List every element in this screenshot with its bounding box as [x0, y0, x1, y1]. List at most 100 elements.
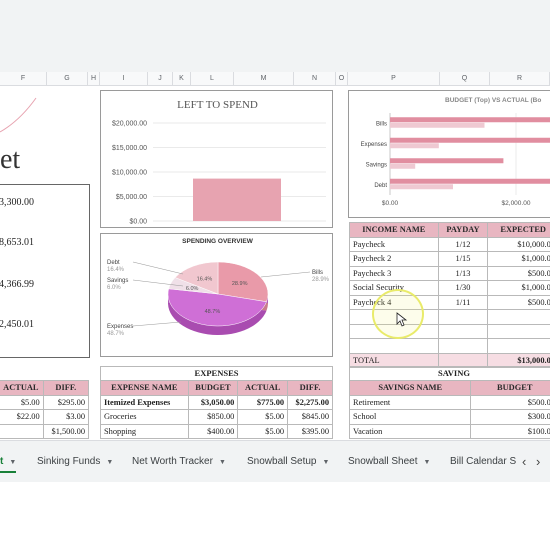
table-cell[interactable]: $845.00 — [287, 409, 333, 425]
savings-name-header[interactable]: SAVINGS NAME — [348, 380, 472, 396]
table-cell[interactable]: Paycheck — [349, 236, 439, 252]
table-cell[interactable]: $300.00 — [470, 409, 550, 425]
column-header[interactable]: O — [336, 72, 348, 86]
table-row[interactable]: Groceries $850.00 $5.00 $845.00 — [100, 409, 333, 425]
column-header[interactable]: K — [173, 72, 191, 86]
table-cell[interactable]: $3.00 — [42, 409, 90, 425]
column-header[interactable]: Q — [440, 72, 490, 86]
table-cell[interactable]: $1,000.00 — [487, 251, 550, 267]
table-row[interactable]: $22.00 $3.00 — [0, 409, 90, 425]
column-header[interactable]: J — [148, 72, 173, 86]
table-cell[interactable] — [487, 309, 550, 325]
column-header[interactable]: P — [348, 72, 440, 86]
table-cell[interactable]: $5.00 — [0, 394, 44, 410]
budget-vs-actual-chart[interactable]: BUDGET (Top) VS ACTUAL (Bo Bills Expenses… — [348, 90, 550, 218]
column-header[interactable]: I — [100, 72, 148, 86]
income-name-header[interactable]: INCOME NAME — [349, 222, 439, 238]
actual-header[interactable]: ACTUAL — [237, 380, 289, 396]
table-cell[interactable] — [437, 309, 489, 325]
table-cell[interactable]: 1/11 — [437, 294, 489, 310]
left-to-spend-chart[interactable]: LEFT TO SPEND $20,000.00 $15,000.00 $10,00… — [100, 90, 333, 228]
table-cell[interactable]: Shopping — [100, 423, 189, 439]
diff-header[interactable]: DIFF. — [42, 380, 90, 396]
sheet-tab[interactable]: Snowball Sheet ▼ — [348, 451, 430, 473]
column-header[interactable]: R — [490, 72, 550, 86]
table-cell[interactable]: $850.00 — [187, 409, 239, 425]
table-cell[interactable]: Paycheck 3 — [349, 265, 439, 281]
table-cell[interactable]: $295.00 — [42, 394, 90, 410]
column-header[interactable]: G — [47, 72, 88, 86]
diff-header[interactable]: DIFF. — [287, 380, 333, 396]
table-row[interactable]: Paycheck 21/15$1,000.00 — [349, 251, 550, 267]
expected-header[interactable]: EXPECTED — [487, 222, 550, 238]
actual-header[interactable]: ACTUAL — [0, 380, 44, 396]
table-cell[interactable]: School — [348, 409, 472, 425]
table-cell[interactable]: $100.00 — [470, 423, 550, 439]
tab-prev-icon[interactable]: ‹ — [522, 454, 527, 469]
table-cell[interactable]: Groceries — [100, 409, 189, 425]
table-cell[interactable]: Paycheck 2 — [349, 251, 439, 267]
table-cell[interactable]: $775.00 — [237, 394, 289, 410]
table-cell[interactable]: $5.00 — [237, 423, 289, 439]
table-cell[interactable] — [437, 323, 489, 339]
table-cell[interactable]: $395.00 — [287, 423, 333, 439]
chevron-down-icon[interactable]: ▼ — [322, 459, 330, 466]
chevron-down-icon[interactable]: ▼ — [218, 459, 226, 466]
expense-name-header[interactable]: EXPENSE NAME — [100, 380, 189, 396]
table-cell[interactable]: $500.00 — [487, 294, 550, 310]
sheet-tab[interactable]: Snowball Setup ▼ — [247, 451, 329, 473]
sheet-tab[interactable]: Bill Calendar S — [450, 451, 520, 473]
table-row[interactable]: $1,500.00 — [0, 423, 90, 439]
table-cell[interactable] — [0, 423, 44, 439]
table-cell[interactable] — [487, 338, 550, 354]
table-cell[interactable]: 1/13 — [437, 265, 489, 281]
table-cell[interactable]: Itemized Expenses — [100, 394, 189, 410]
table-cell[interactable]: 1/15 — [437, 251, 489, 267]
table-cell[interactable]: $2,275.00 — [287, 394, 333, 410]
table-cell[interactable]: 1/12 — [437, 236, 489, 252]
table-cell[interactable] — [437, 338, 489, 354]
table-cell[interactable]: 1/30 — [437, 280, 489, 296]
column-header[interactable]: F — [0, 72, 47, 86]
table-cell[interactable]: $22.00 — [0, 409, 44, 425]
sheet-grid[interactable]: et 3,300.00 8,653.01 4,366.99 2,450.01 L… — [0, 86, 550, 440]
table-cell[interactable]: $3,050.00 — [187, 394, 239, 410]
column-header[interactable]: M — [234, 72, 294, 86]
column-header[interactable]: N — [294, 72, 336, 86]
sheet-tab-active[interactable]: t ▼ — [0, 451, 17, 473]
column-header[interactable]: H — [88, 72, 100, 86]
tab-next-icon[interactable]: › — [535, 454, 541, 469]
table-cell[interactable]: $1,500.00 — [42, 423, 90, 439]
table-cell[interactable]: $500.00 — [470, 394, 550, 410]
chevron-down-icon[interactable]: ▼ — [106, 459, 114, 466]
chevron-down-icon[interactable]: ▼ — [423, 459, 431, 466]
table-cell[interactable] — [487, 323, 550, 339]
table-row[interactable] — [349, 338, 550, 354]
table-cell[interactable] — [349, 338, 439, 354]
table-row[interactable]: School$300.00 — [348, 409, 550, 425]
table-cell[interactable]: $10,000.00 — [487, 236, 550, 252]
sheet-tab[interactable]: Sinking Funds ▼ — [37, 451, 113, 473]
table-cell[interactable]: $1,000.00 — [487, 280, 550, 296]
table-row[interactable]: $5.00 $295.00 — [0, 394, 90, 410]
table-row[interactable]: Retirement$500.00 — [348, 394, 550, 410]
table-cell[interactable]: $5.00 — [237, 409, 289, 425]
table-cell[interactable]: $400.00 — [187, 423, 239, 439]
sheet-tab[interactable]: Net Worth Tracker ▼ — [132, 451, 226, 473]
table-cell[interactable] — [437, 352, 489, 368]
budget-header[interactable]: BUDGET — [470, 380, 550, 396]
total-value[interactable]: $13,000.00 — [487, 352, 550, 368]
column-header[interactable]: L — [191, 72, 234, 86]
table-row[interactable]: Shopping $400.00 $5.00 $395.00 — [100, 423, 333, 439]
payday-header[interactable]: PAYDAY — [437, 222, 489, 238]
table-row[interactable]: Itemized Expenses $3,050.00 $775.00 $2,275.… — [100, 394, 333, 410]
table-row[interactable]: Vacation$100.00 — [348, 423, 550, 439]
chevron-down-icon[interactable]: ▼ — [9, 459, 17, 466]
table-cell[interactable]: $500.00 — [487, 265, 550, 281]
table-cell[interactable]: Vacation — [348, 423, 472, 439]
total-label[interactable]: TOTAL — [349, 352, 439, 368]
table-cell[interactable]: Retirement — [348, 394, 472, 410]
spending-overview-chart[interactable]: SPENDING OVERVIEW 28.9% 48.7% 6.0% 16.4% Deb… — [100, 233, 333, 357]
